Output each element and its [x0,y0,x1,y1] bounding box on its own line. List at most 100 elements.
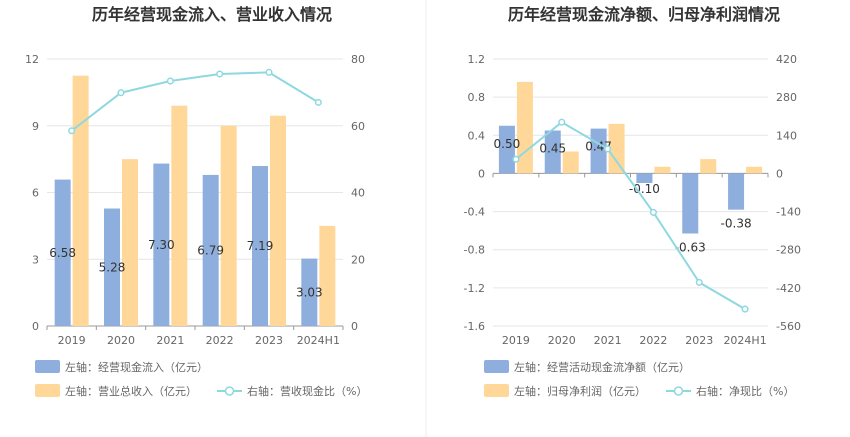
legend-label: 右轴：营收现金比（%） [247,384,367,398]
bar-primary [682,173,699,234]
left-axis-tick-label: 9 [32,120,39,133]
bar-data-label: -0.63 [675,241,706,255]
bar-data-label: 3.03 [296,285,323,299]
right-axis-tick-label: -420 [776,282,801,295]
line-point [741,305,749,313]
left-axis-tick-label: -0.4 [464,206,485,219]
left-axis-tick-label: 0 [32,320,39,333]
right-axis-tick-label: 0 [351,320,358,333]
bar-data-label: 7.30 [148,238,175,252]
right-axis-tick-label: -280 [776,244,801,257]
legend-swatch-marker [224,386,235,396]
left-axis-tick-label: -0.8 [464,244,485,257]
line-point [314,98,322,106]
line-point [265,68,273,76]
bar-data-label: 0.50 [494,137,521,151]
bar-primary [153,163,170,326]
line-series [515,120,746,310]
left-axis-tick-label: 1.2 [468,53,486,66]
bar-secondary [171,105,188,326]
legend-swatch-bar [35,360,60,373]
left-axis-tick-label: 0.8 [468,91,486,104]
bar-secondary [746,166,763,174]
bar-primary [301,258,318,326]
bar-data-label: 7.19 [247,239,274,253]
line-point [216,70,224,78]
x-axis-tick-label: 2020 [548,334,576,347]
x-axis-tick-label: 2022 [639,334,667,347]
legend-swatch-marker [673,386,684,396]
bar-secondary [700,159,717,174]
right-axis-tick-label: -560 [776,320,801,333]
bar-secondary [516,81,533,174]
bar-secondary [122,159,138,326]
bar-data-label: 6.58 [49,246,76,260]
bar-secondary [270,115,286,326]
x-axis-tick-label: 2023 [685,334,713,347]
left-axis-tick-label: 6 [32,187,39,200]
legend-label: 左轴：经营现金流入（亿元） [65,360,208,374]
line-point [512,155,520,163]
line-point [166,77,174,85]
x-axis-tick-label: 2019 [58,334,86,347]
legend-label: 左轴：归母净利润（亿元） [514,384,646,398]
bar-primary [104,208,120,326]
chart-title: 历年经营现金流净额、归母净利润情况 [508,5,780,24]
right-axis-tick-label: -140 [776,206,801,219]
bar-secondary [220,125,237,326]
bar-secondary [319,225,336,326]
bar-secondary [608,123,625,174]
bar-secondary [654,166,671,174]
bar-secondary [72,75,89,326]
bar-primary [728,173,745,210]
bar-primary [590,128,607,174]
line-point [695,278,703,286]
x-axis-tick-label: 2023 [255,334,283,347]
bar-primary [54,179,71,326]
legend-label: 右轴：净现比（%） [696,384,794,398]
x-axis-tick-label: 2024H1 [297,334,340,347]
x-axis-tick-label: 2019 [502,334,530,347]
bar-primary [544,130,561,174]
left-axis-tick-label: 12 [25,53,39,66]
bar-primary [498,125,515,174]
left-axis-tick-label: 0 [478,167,485,180]
right-axis-tick-label: 80 [351,53,365,66]
right-axis-tick-label: 280 [776,91,797,104]
chart-title: 历年经营现金流入、营业收入情况 [92,5,332,24]
bar-data-label: 5.28 [99,260,126,274]
right-axis-tick-label: 140 [776,129,797,142]
left-axis-tick-label: -1.2 [464,282,485,295]
bar-data-label: 6.79 [197,243,224,257]
bar-primary [252,166,268,326]
left-axis-tick-label: 3 [32,253,39,266]
x-axis-tick-label: 2020 [107,334,135,347]
legend-swatch-bar [35,384,60,397]
x-axis-tick-label: 2022 [206,334,234,347]
x-axis-tick-label: 2021 [594,334,622,347]
x-axis-tick-label: 2021 [156,334,184,347]
x-axis-tick-label: 2024H1 [723,334,766,347]
left-axis-tick-label: 0.4 [468,129,486,142]
bar-data-label: -0.38 [721,217,752,231]
right-axis-tick-label: 420 [776,53,797,66]
line-point [558,118,566,126]
legend-label: 左轴：营业总收入（亿元） [65,384,197,398]
bar-secondary [562,151,579,174]
bar-data-label: 0.45 [539,142,566,156]
line-point [68,127,76,135]
bar-primary [202,174,219,326]
bar-data-label: -0.10 [629,182,660,196]
legend-swatch-bar [484,384,509,397]
left-axis-tick-label: -1.6 [464,320,485,333]
line-point [649,208,657,216]
line-point [604,145,612,153]
legend-label: 左轴：经营活动现金流净额（亿元） [514,360,690,374]
bar-primary [636,173,653,183]
legend-swatch-bar [484,360,509,373]
line-series [71,71,319,132]
right-axis-tick-label: 0 [776,167,783,180]
right-axis-tick-label: 20 [351,253,365,266]
